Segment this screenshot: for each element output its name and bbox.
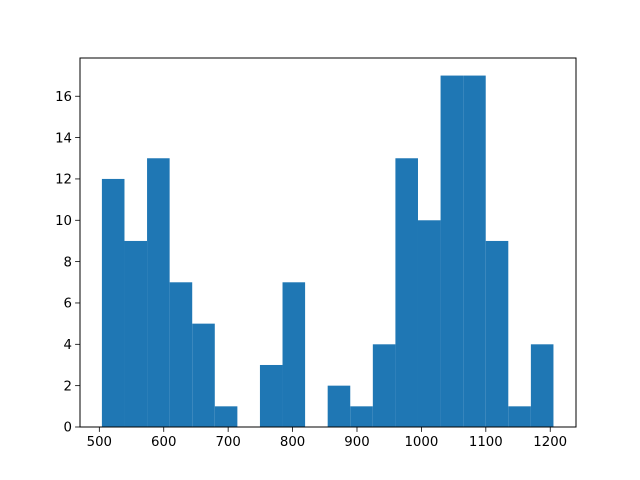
histogram-bar: [327, 385, 351, 427]
y-axis-ticks: 0 2 4 6 8 10 12 14 16: [55, 90, 80, 436]
histogram-bar: [147, 158, 170, 427]
histogram-bar: [530, 344, 554, 427]
histogram-bar: [124, 240, 148, 427]
histogram-bar: [372, 344, 396, 427]
histogram-bar: [259, 364, 283, 427]
histogram-bar: [395, 158, 418, 427]
histogram-bar: [440, 75, 464, 428]
x-tick-label: 700: [215, 435, 240, 450]
histogram-bar: [169, 282, 193, 427]
y-tick-label: 10: [55, 214, 72, 229]
x-tick-label: 1000: [404, 435, 438, 450]
y-tick-label: 12: [55, 173, 72, 188]
x-axis-ticks: 500 600 700 800 900 1000 1100 1200: [87, 427, 567, 450]
x-tick-label: 900: [344, 435, 369, 450]
x-tick-label: 600: [151, 435, 176, 450]
histogram-bar: [508, 406, 531, 427]
y-tick-label: 0: [64, 421, 72, 436]
histogram-bar: [417, 220, 441, 427]
axes-frame: [79, 57, 577, 428]
x-tick-label: 500: [87, 435, 112, 450]
histogram-bar: [463, 75, 486, 428]
x-tick-label: 800: [280, 435, 305, 450]
histogram-bar: [282, 282, 306, 427]
y-tick-label: 6: [64, 297, 72, 312]
histogram-bar: [192, 323, 215, 427]
y-tick-label: 4: [64, 338, 72, 353]
x-tick-label: 1100: [469, 435, 503, 450]
bars-group: [101, 75, 554, 428]
histogram-bar: [350, 406, 373, 427]
histogram-bar: [214, 406, 238, 427]
histogram-bar: [101, 178, 125, 427]
x-tick-label: 1200: [533, 435, 567, 450]
y-tick-label: 8: [64, 255, 72, 270]
y-tick-label: 14: [55, 131, 72, 146]
y-tick-label: 16: [55, 90, 72, 105]
y-tick-label: 2: [64, 379, 72, 394]
histogram-bar: [485, 240, 509, 427]
